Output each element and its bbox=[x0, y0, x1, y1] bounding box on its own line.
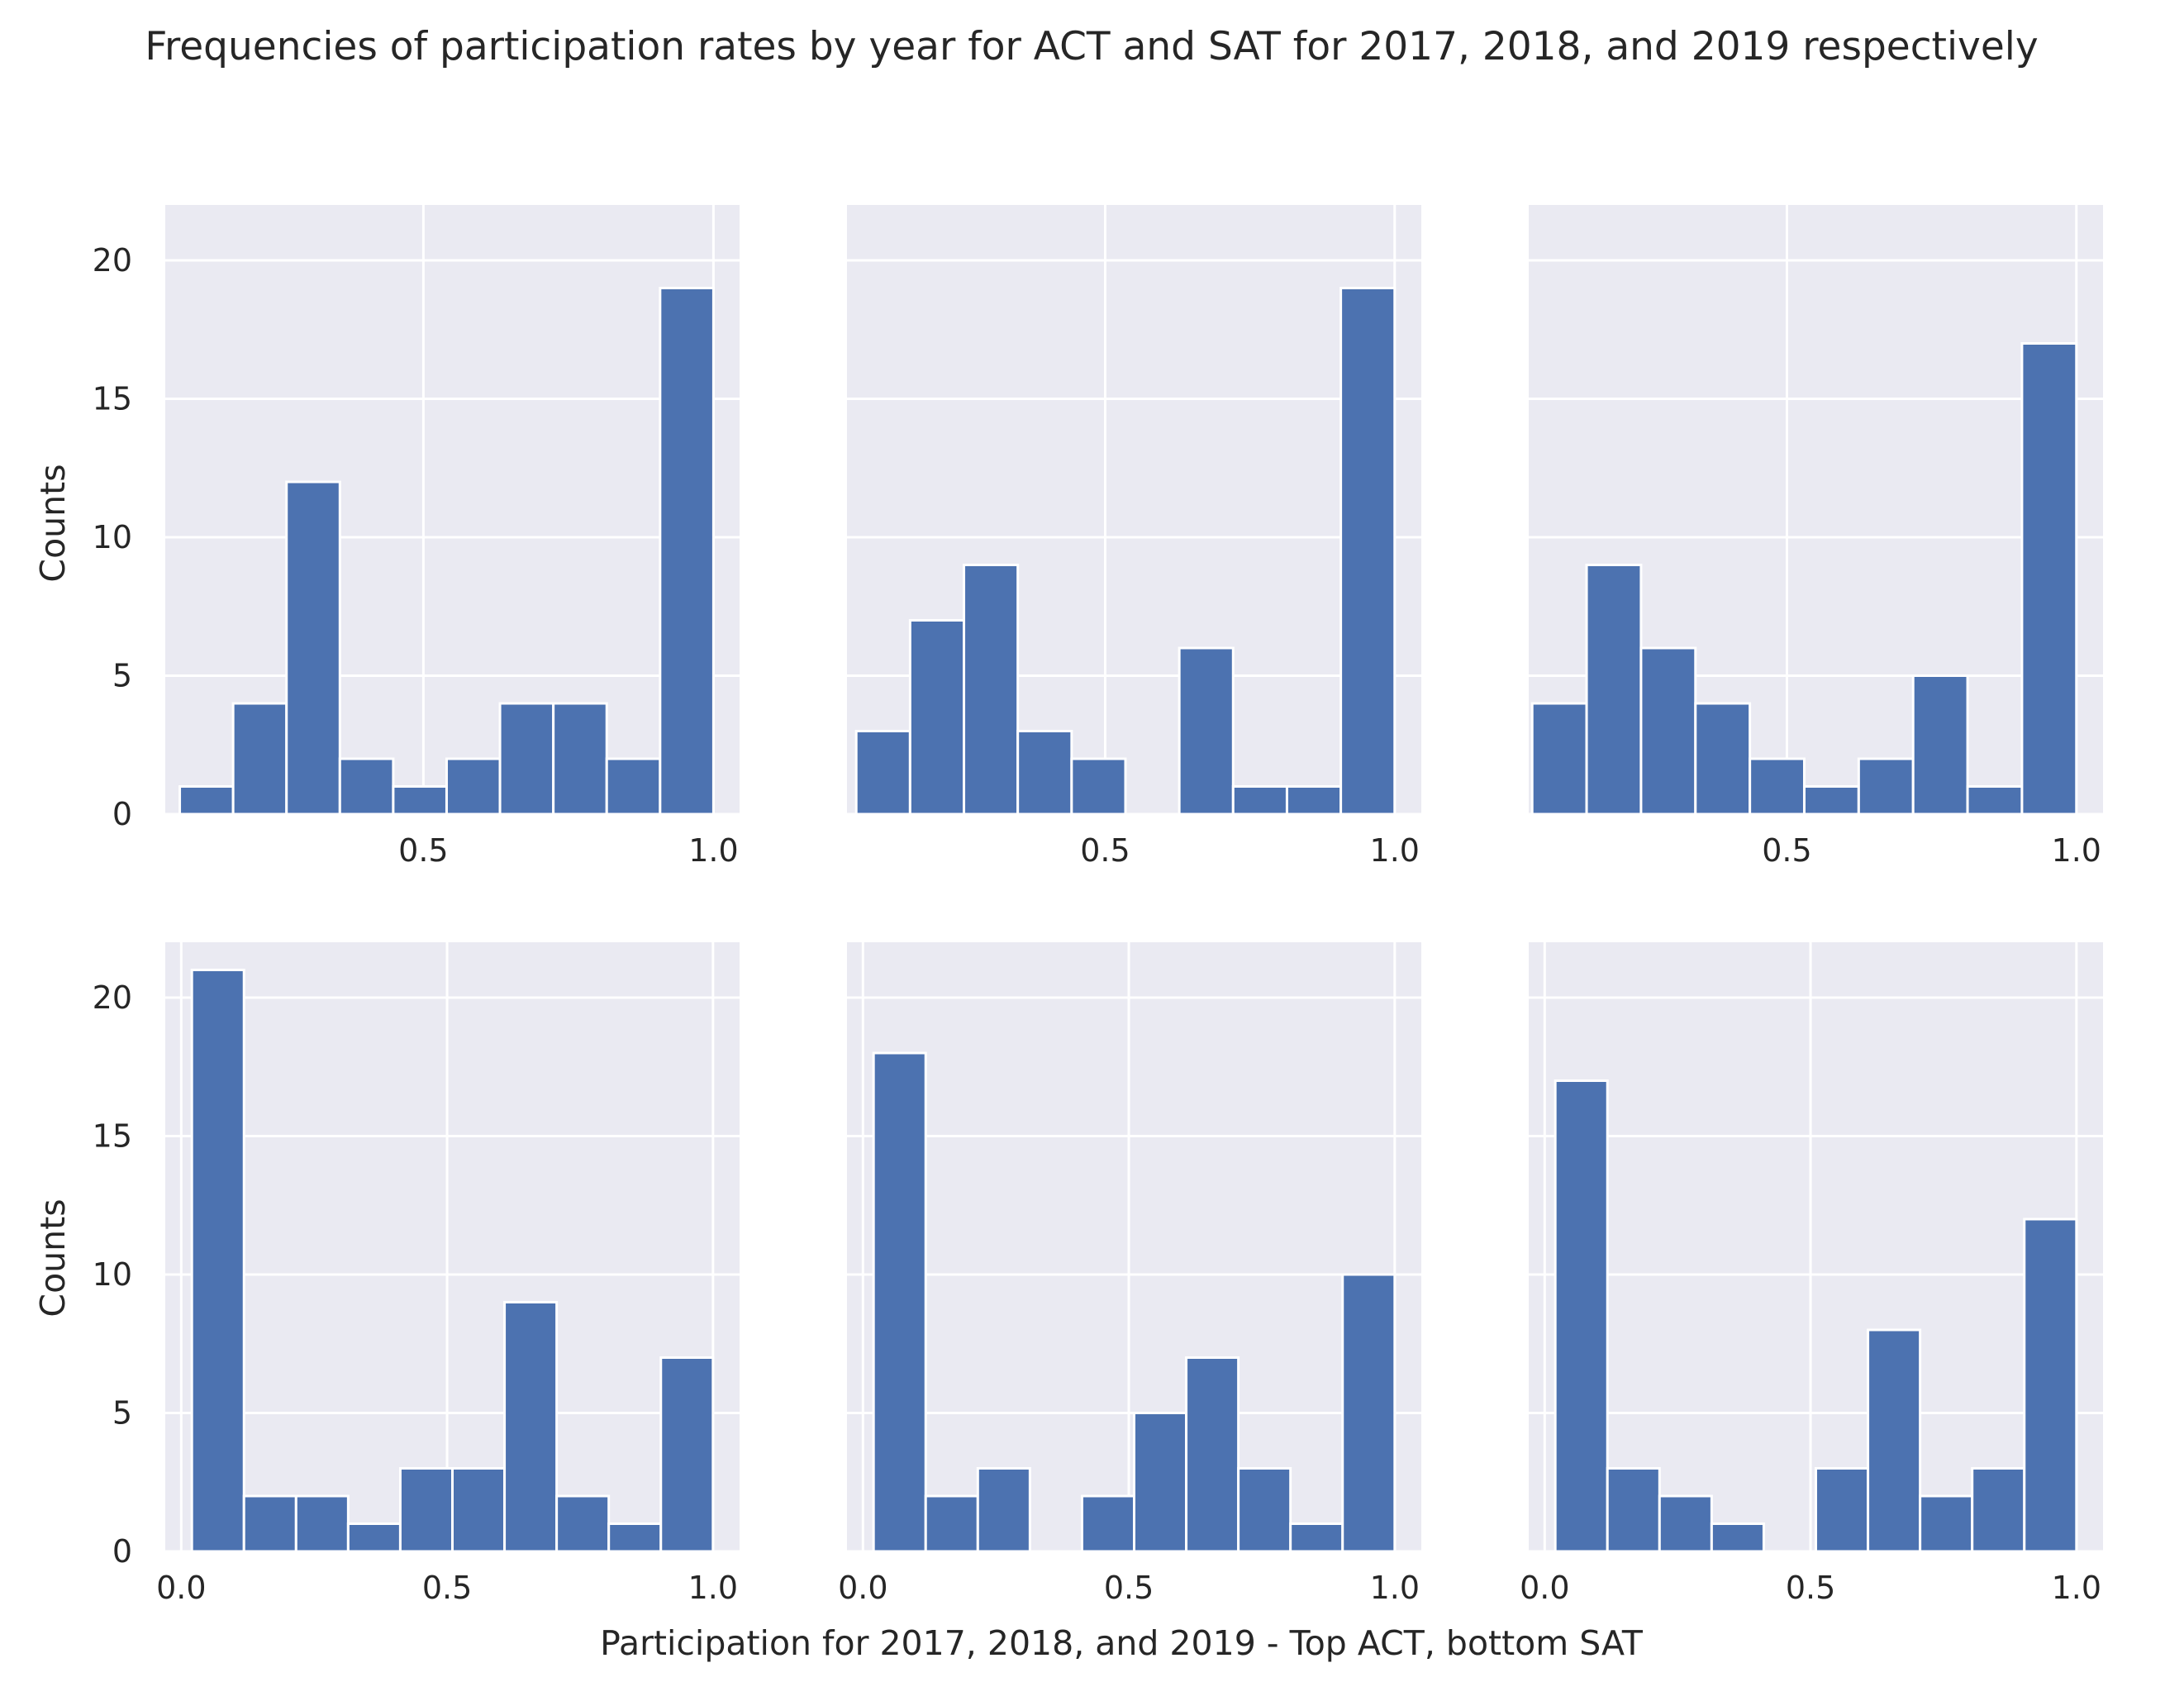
histogram-bar bbox=[498, 702, 555, 816]
histogram-bar bbox=[872, 1051, 927, 1553]
panel-background bbox=[165, 942, 740, 1551]
histogram-bar bbox=[1133, 1412, 1188, 1553]
histogram-bar bbox=[231, 702, 288, 816]
panel-act-2018: 0.5 1.0 bbox=[847, 205, 1421, 869]
histogram-bar bbox=[659, 1356, 715, 1553]
histogram-bar bbox=[1815, 1467, 1870, 1553]
histogram-bar bbox=[659, 287, 715, 816]
panel-act-2019: 0.5 1.0 bbox=[1529, 205, 2103, 869]
y-tick-label: 10 bbox=[93, 519, 132, 555]
x-tick-label: 0.5 bbox=[1786, 1570, 1835, 1606]
x-tick-label: 0.5 bbox=[422, 1570, 472, 1606]
histogram-bar bbox=[1289, 1522, 1344, 1553]
histogram-bar bbox=[1802, 785, 1860, 816]
histogram-bar bbox=[1694, 702, 1752, 816]
y-tick-label: 0 bbox=[112, 1533, 132, 1570]
y-tick-label: 5 bbox=[112, 658, 132, 694]
x-tick-label: 0.5 bbox=[1104, 1570, 1154, 1606]
panel-sat-2018: 0.0 0.5 1.0 bbox=[838, 942, 1421, 1606]
histogram-bar bbox=[285, 480, 341, 816]
y-tick-label: 10 bbox=[93, 1256, 132, 1293]
x-tick-label: 1.0 bbox=[688, 832, 738, 869]
histogram-bar bbox=[1016, 730, 1073, 816]
histogram-bar bbox=[178, 785, 235, 816]
y-tick-label: 5 bbox=[112, 1395, 132, 1432]
histogram-bar bbox=[963, 564, 1020, 816]
histogram-bar bbox=[1857, 757, 1915, 816]
x-tick-label: 1.0 bbox=[1370, 1570, 1420, 1606]
histogram-bar bbox=[1237, 1467, 1292, 1553]
histogram-bar bbox=[1185, 1356, 1240, 1553]
histogram-bar bbox=[503, 1301, 559, 1553]
histogram-bar bbox=[1231, 785, 1288, 816]
histogram-bar bbox=[854, 730, 911, 816]
histogram-bar bbox=[1178, 646, 1235, 816]
y-tick-label: 20 bbox=[93, 979, 132, 1016]
y-tick-label: 15 bbox=[93, 1118, 132, 1155]
x-tick-label: 0.0 bbox=[838, 1570, 887, 1606]
histogram-bar bbox=[1658, 1494, 1713, 1553]
x-tick-label: 0.5 bbox=[1080, 832, 1130, 869]
x-tick-label: 1.0 bbox=[2052, 832, 2101, 869]
histogram-bar bbox=[1867, 1328, 1922, 1553]
histogram-bar bbox=[1749, 757, 1806, 816]
histogram-bar bbox=[1341, 1273, 1397, 1553]
histogram-bar bbox=[2023, 1217, 2078, 1553]
histogram-bar bbox=[1530, 702, 1588, 816]
histogram-bar bbox=[1080, 1494, 1135, 1553]
histogram-bar bbox=[552, 702, 608, 816]
histogram-bar bbox=[976, 1467, 1031, 1553]
histogram-bar bbox=[1971, 1467, 2026, 1553]
histogram-bar bbox=[1639, 646, 1697, 816]
histogram-bar bbox=[555, 1494, 611, 1553]
histogram-bar bbox=[924, 1494, 979, 1553]
x-tick-label: 0.5 bbox=[398, 832, 448, 869]
histogram-bar bbox=[451, 1467, 507, 1553]
histogram-bar bbox=[1585, 564, 1643, 816]
histogram-bar bbox=[2020, 342, 2078, 816]
histogram-bar bbox=[294, 1494, 350, 1553]
histogram-bar bbox=[1710, 1522, 1765, 1553]
histogram-bar bbox=[607, 1522, 663, 1553]
histogram-bar bbox=[392, 785, 448, 816]
x-tick-label: 1.0 bbox=[688, 1570, 738, 1606]
panel-sat-2019: 0.0 0.5 1.0 bbox=[1520, 942, 2103, 1606]
panel-sat-2017: 0.0 0.5 1.0 0 5 10 15 20 bbox=[93, 942, 740, 1606]
histogram-bar bbox=[1285, 785, 1343, 816]
y-tick-label: 15 bbox=[93, 381, 132, 417]
histogram-bar bbox=[1966, 785, 2024, 816]
histogram-bar bbox=[1606, 1467, 1661, 1553]
histogram-bar bbox=[445, 757, 502, 816]
histogram-bar bbox=[1911, 674, 1969, 816]
panel-act-2017: 0.5 1.0 0 5 10 15 20 bbox=[93, 205, 740, 869]
y-tick-label: 20 bbox=[93, 242, 132, 279]
histogram-bar bbox=[1554, 1079, 1609, 1553]
y-axis-label-bottom: Counts bbox=[33, 1198, 73, 1317]
chart-title: Frequencies of participation rates by ye… bbox=[145, 24, 2038, 69]
x-tick-label: 1.0 bbox=[1370, 832, 1420, 869]
x-tick-label: 1.0 bbox=[2052, 1570, 2101, 1606]
histogram-bar bbox=[1919, 1494, 1974, 1553]
y-tick-label: 0 bbox=[112, 796, 132, 832]
histogram-bar bbox=[908, 619, 966, 816]
x-tick-label: 0.0 bbox=[156, 1570, 206, 1606]
panel-background bbox=[1529, 942, 2103, 1551]
y-axis-label-top: Counts bbox=[33, 464, 73, 582]
histogram-bar bbox=[1070, 757, 1127, 816]
histogram-bar bbox=[346, 1522, 402, 1553]
histogram-bar bbox=[190, 969, 245, 1553]
histogram-bar bbox=[242, 1494, 297, 1553]
x-axis-label: Participation for 2017, 2018, and 2019 -… bbox=[600, 1623, 1644, 1663]
x-tick-label: 0.5 bbox=[1762, 832, 1811, 869]
histogram-bar bbox=[1339, 287, 1397, 816]
x-tick-label: 0.0 bbox=[1520, 1570, 1569, 1606]
histogram-bar bbox=[398, 1467, 454, 1553]
histogram-bar bbox=[338, 757, 395, 816]
panels-group: 0.5 1.0 0 5 10 15 20 0.5 1.0 0.5 1.0 0.0 0.5 1.0 0 5 10 1… bbox=[93, 205, 2103, 1606]
histogram-bar bbox=[605, 757, 662, 816]
